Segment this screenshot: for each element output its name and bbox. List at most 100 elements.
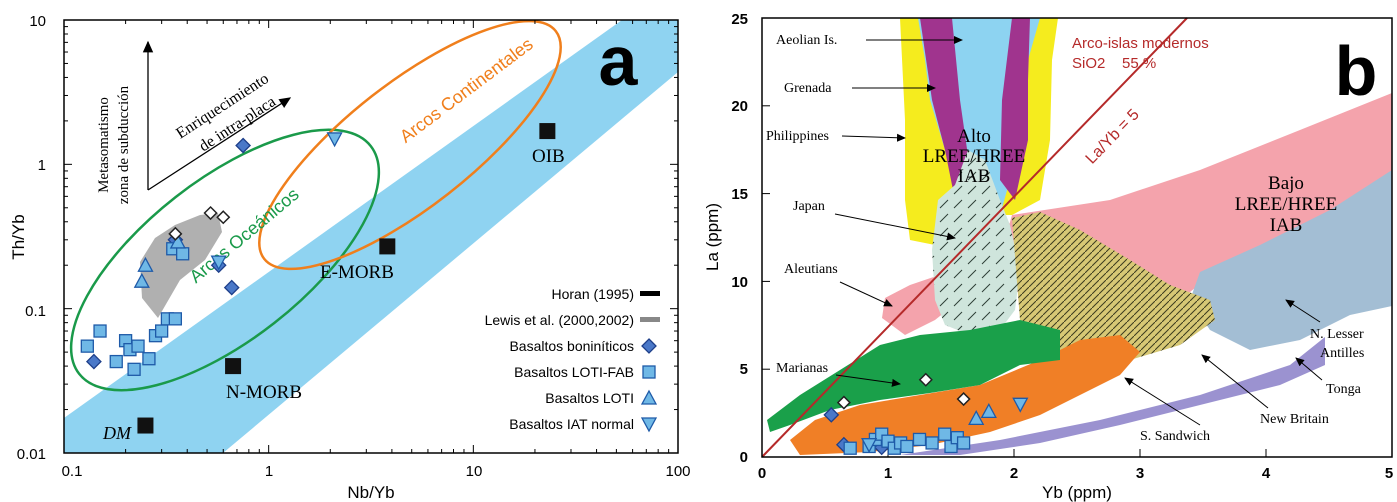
legend-item-loti: Basaltos LOTI (545, 390, 634, 406)
morb-oib-array-band (64, 20, 678, 453)
panel-a-points (80, 132, 343, 376)
a-point-basaltos-loti-fab (80, 339, 94, 353)
label-tonga: Tonga (1326, 382, 1362, 397)
grayblue-field (1190, 170, 1392, 350)
a-point-basaltos-bonin-ticos (85, 353, 102, 370)
legend-item-lewis: Lewis et al. (2000,2002) (485, 312, 634, 328)
a-ytick-1: 0.1 (25, 303, 46, 320)
ref-point-e-morb (379, 238, 396, 255)
subduction-label-1: Metasomatismo (96, 97, 112, 193)
alto-label-2: LREE/HREE (923, 146, 1025, 167)
legend-item-horan: Horan (1995) (552, 286, 635, 302)
b-xtick-0: 0 (758, 465, 766, 482)
leader-n-lesser (1285, 299, 1321, 323)
a-point-basaltos-loti-fab (109, 354, 123, 369)
b-point-basaltos-iat-normal (861, 438, 878, 454)
a-point-basaltos-loti-fab (155, 324, 169, 338)
b-xlabel: Yb (ppm) (1042, 483, 1112, 502)
b-point-basaltos-loti-fab (925, 436, 939, 450)
continental-arcs-ellipse (258, 19, 562, 271)
b-ytick-5: 25 (731, 11, 748, 28)
a-point-lewis-et-al-2000-2002 (168, 226, 183, 241)
a-point-basaltos-loti-fab (127, 362, 141, 376)
a-xtick-0: 0.1 (62, 463, 83, 480)
annotation-line-1: Arco-islas modernos (1072, 35, 1209, 52)
a-point-lewis-et-al-2000-2002 (203, 205, 218, 221)
ref-label-nmorb: N-MORB (226, 382, 302, 403)
legend-item-iat: Basaltos IAT normal (509, 416, 634, 432)
b-point-lewis-et-al-2000-2002 (956, 391, 971, 407)
label-antilles: Antilles (1320, 346, 1364, 361)
b-ytick-2: 10 (731, 274, 748, 291)
a-point-basaltos-loti (169, 233, 186, 249)
b-ytick-1: 5 (740, 361, 748, 378)
lewis-gray-field (140, 213, 222, 318)
a-point-basaltos-bonin-ticos (235, 137, 252, 154)
ref-point-dm (137, 417, 154, 434)
a-point-basaltos-loti (137, 256, 154, 272)
a-xlabel: Nb/Yb (347, 483, 394, 502)
b-point-basaltos-loti-fab (956, 436, 971, 450)
ref-label-oib: OIB (532, 146, 565, 167)
a-xtick-2: 10 (466, 463, 483, 480)
leader-new-britain (1201, 354, 1269, 409)
b-point-basaltos-bonin-ticos (823, 406, 840, 423)
label-n-lesser: N. Lesser (1310, 327, 1364, 342)
bajo-label-3: IAB (1270, 215, 1303, 236)
leader-marianas (835, 374, 901, 387)
b-ytick-3: 15 (731, 186, 748, 203)
alto-label-3: IAB (958, 166, 991, 187)
panel-b: La/Yb = 5 0 1 2 3 4 5 0 5 10 15 20 25 Yb… (703, 11, 1393, 502)
label-aleutians: Aleutians (784, 262, 838, 277)
intraplate-arrow (147, 97, 292, 191)
panel-a: 0.1 1 10 100 0.01 0.1 1 10 Nb/Yb Th/Yb a… (9, 13, 691, 502)
a-ytick-3: 10 (29, 13, 46, 30)
a-point-basaltos-iat-normal (210, 255, 227, 271)
panel-b-frame (761, 17, 1393, 458)
ratio-line (761, 17, 1188, 458)
a-xtick-1: 1 (265, 463, 273, 480)
ref-point-n-morb (225, 358, 242, 375)
a-point-basaltos-loti-fab (93, 324, 107, 338)
b-ytick-0: 0 (740, 449, 748, 466)
ref-point-oib (539, 123, 556, 140)
panel-a-label: a (599, 22, 639, 100)
panel-a-frame (63, 19, 679, 454)
b-ytick-4: 20 (731, 98, 748, 115)
panel-b-points (823, 372, 1029, 456)
oceanic-arcs-ellipse (69, 128, 381, 392)
b-xtick-5: 5 (1385, 465, 1393, 482)
a-point-basaltos-loti (133, 272, 150, 288)
label-marianas: Marianas (776, 361, 828, 376)
b-point-basaltos-loti-fab (938, 427, 952, 441)
legend-item-loti-fab: Basaltos LOTI-FAB (514, 364, 634, 380)
leader-tonga (1295, 357, 1323, 381)
b-xtick-4: 4 (1262, 465, 1271, 482)
legend-marker-horan (640, 291, 660, 296)
b-xtick-2: 2 (1010, 465, 1018, 482)
annotation-line-2: SiO2 55 % (1072, 55, 1156, 72)
purple-streak-right (1000, 18, 1030, 200)
b-point-basaltos-loti-fab (912, 432, 927, 447)
b-point-basaltos-loti-fab (843, 441, 857, 455)
japan-hatched-field (932, 150, 1020, 335)
olive-hatched-field (1012, 212, 1215, 375)
legend-marker-basaltos-loti (640, 389, 658, 405)
legend-marker-basaltos-loti-fab (642, 365, 656, 379)
label-japan: Japan (793, 199, 825, 214)
b-xtick-3: 3 (1136, 465, 1144, 482)
panel-a-reference-points (137, 123, 556, 434)
a-point-basaltos-loti-fab (131, 339, 145, 353)
legend-marker-basaltos-iat-normal (640, 417, 658, 433)
alto-label-1: Alto (957, 126, 991, 147)
legend-marker-lewis (640, 317, 660, 322)
label-philippines: Philippines (766, 129, 829, 144)
bajo-label-2: LREE/HREE (1235, 194, 1337, 215)
a-point-basaltos-loti-fab (168, 312, 183, 326)
ref-label-dm: DM (102, 423, 132, 443)
a-point-basaltos-iat-normal (326, 132, 343, 148)
subduction-label-2: zona de subducción (116, 85, 132, 204)
a-point-basaltos-bonin-ticos (223, 279, 240, 296)
label-s-sandwich: S. Sandwich (1140, 429, 1210, 444)
panel-b-label: b (1335, 32, 1378, 110)
